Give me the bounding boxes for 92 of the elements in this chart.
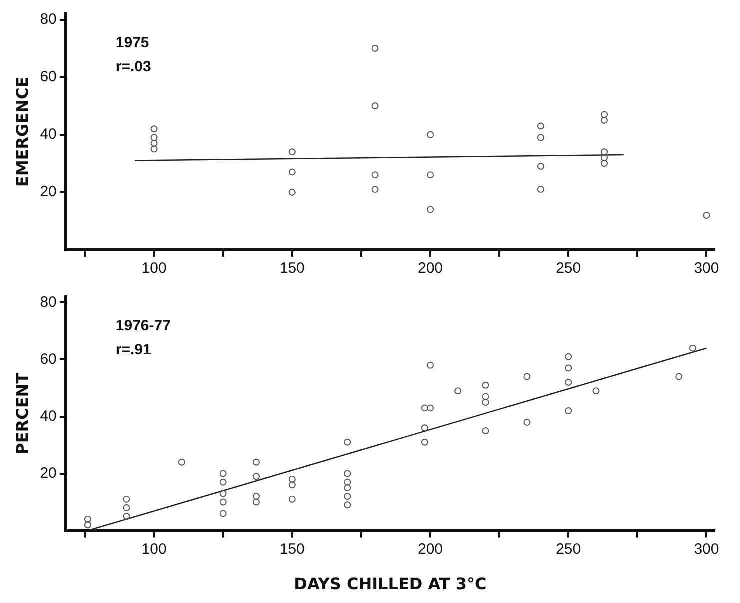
y-axis-title: EMERGENCE: [12, 76, 32, 188]
point: [537, 134, 544, 142]
point: [372, 186, 379, 194]
point: [426, 206, 434, 214]
point: [482, 382, 490, 389]
point: [421, 438, 428, 446]
point: [601, 111, 608, 118]
point: [344, 502, 352, 509]
y-tick-label: 40: [40, 408, 57, 425]
point: [150, 126, 158, 133]
point: [220, 490, 227, 498]
x-tick-label: 300: [694, 260, 720, 278]
point: [421, 404, 428, 412]
point: [344, 470, 352, 478]
point: [426, 131, 434, 138]
point: [178, 458, 186, 466]
x-tick-label: 100: [142, 540, 167, 558]
point: [123, 496, 130, 503]
point: [220, 470, 227, 478]
point: [482, 398, 490, 406]
point: [537, 163, 544, 170]
point: [689, 344, 696, 352]
point: [150, 146, 158, 153]
point: [482, 393, 490, 400]
point: [565, 353, 572, 360]
point: [252, 473, 260, 480]
point: [150, 134, 158, 142]
x-tick-label: 100: [142, 260, 167, 278]
point: [524, 373, 531, 380]
point: [565, 364, 572, 372]
x-tick-label: 150: [280, 260, 305, 278]
point: [524, 418, 531, 426]
point: [426, 172, 434, 179]
point: [252, 498, 260, 506]
point: [601, 154, 608, 162]
point: [426, 362, 434, 369]
point: [344, 484, 352, 492]
point: [123, 504, 130, 512]
point: [220, 478, 227, 486]
point: [252, 458, 260, 466]
point: [288, 168, 296, 176]
point: [123, 513, 130, 520]
point: [565, 379, 572, 386]
point: [482, 428, 490, 435]
point: [676, 373, 683, 380]
point: [344, 493, 352, 500]
point: [150, 140, 158, 148]
point: [421, 424, 428, 432]
point: [601, 148, 608, 156]
point: [372, 45, 379, 52]
point: [84, 522, 92, 529]
y-tick-label: 20: [40, 184, 57, 201]
y-tick-label: 60: [40, 68, 57, 86]
point: [454, 388, 462, 395]
x-tick-label: 200: [418, 540, 444, 558]
point: [220, 510, 227, 518]
point: [426, 404, 434, 412]
y-tick-label: 80: [40, 294, 57, 311]
point: [592, 388, 600, 395]
point: [288, 482, 296, 489]
y-tick-label: 40: [40, 126, 57, 144]
annotation: 1976-77: [116, 318, 171, 335]
y-tick-label: 60: [40, 350, 57, 368]
point: [372, 102, 379, 110]
point: [288, 476, 296, 483]
point: [288, 188, 296, 196]
point: [601, 160, 608, 168]
point: [288, 148, 296, 156]
point: [344, 478, 352, 486]
point: [565, 408, 572, 415]
x-tick-label: 150: [280, 540, 305, 558]
point: [537, 186, 544, 194]
x-tick-label: 200: [418, 260, 444, 278]
point: [601, 116, 608, 124]
x-axis-title: DAYS CHILLED AT 3°C: [294, 574, 487, 594]
x-tick-label: 300: [694, 540, 720, 558]
point: [220, 498, 227, 506]
point: [84, 516, 92, 523]
y-axis-title: PERCENT: [12, 372, 32, 455]
x-tick-label: 250: [556, 540, 582, 558]
x-tick-label: 250: [556, 260, 582, 278]
annotation: r=.91: [116, 342, 152, 359]
point: [372, 172, 379, 179]
y-tick-label: 20: [40, 464, 57, 482]
point: [344, 438, 352, 446]
annotation: 1975: [116, 34, 150, 52]
point: [703, 212, 710, 219]
point: [252, 493, 260, 500]
y-tick-label: 80: [40, 10, 57, 28]
annotation: r=.03: [116, 58, 152, 76]
point: [537, 122, 544, 130]
point: [288, 496, 296, 503]
